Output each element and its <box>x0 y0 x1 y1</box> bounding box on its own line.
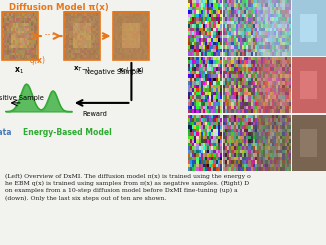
Text: Energy-Based Model: Energy-Based Model <box>23 128 111 136</box>
Text: $\mathbf{x}_T(= \mathbf{x})$: $\mathbf{x}_T(= \mathbf{x})$ <box>118 65 145 75</box>
Text: ···: ··· <box>44 29 56 43</box>
Text: Diffusion Model π(x): Diffusion Model π(x) <box>9 3 109 12</box>
Bar <box>113 12 149 60</box>
Text: Positive Sample: Positive Sample <box>0 95 44 101</box>
Text: Data: Data <box>0 128 12 136</box>
Text: $\mathbf{x}_{T-1}$: $\mathbf{x}_{T-1}$ <box>73 65 91 74</box>
Bar <box>2 12 38 60</box>
Text: $\mathbf{x}_1$: $\mathbf{x}_1$ <box>14 65 24 76</box>
Text: $q(\mathbf{x})$: $q(\mathbf{x})$ <box>29 54 46 67</box>
Text: Reward: Reward <box>82 111 107 117</box>
Text: (Left) Overview of DxMI. The diffusion model π(x) is trained using the energy o
: (Left) Overview of DxMI. The diffusion m… <box>5 174 251 200</box>
Text: Negative Sample: Negative Sample <box>85 69 142 75</box>
Bar <box>64 12 100 60</box>
